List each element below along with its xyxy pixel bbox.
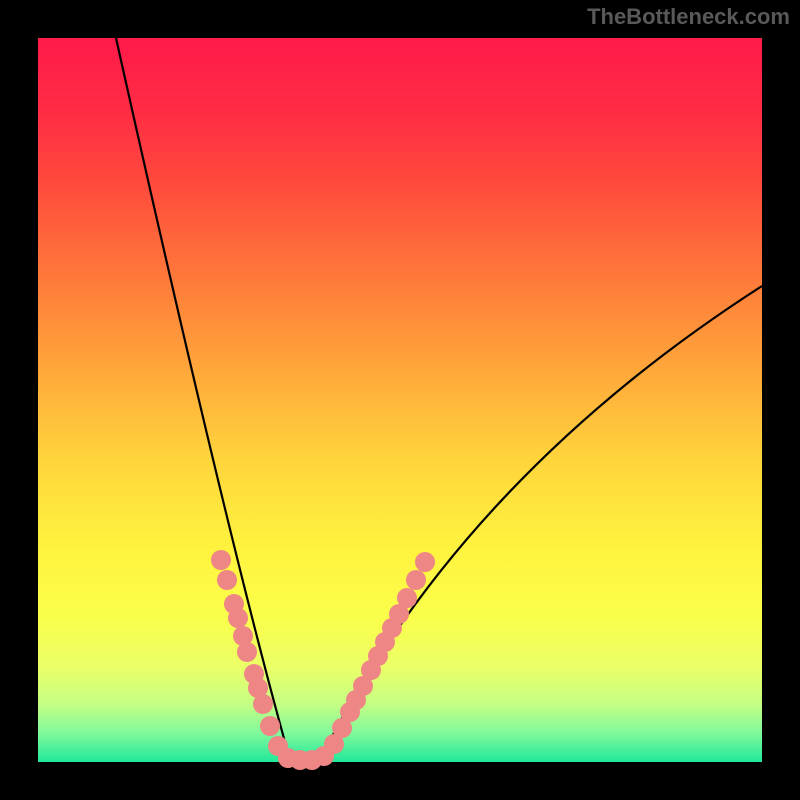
marker-dot <box>260 716 280 736</box>
marker-dot <box>211 550 231 570</box>
plot-background <box>38 38 762 762</box>
chart-svg <box>0 0 800 800</box>
marker-dot <box>237 642 257 662</box>
marker-dot <box>415 552 435 572</box>
marker-dot <box>397 588 417 608</box>
marker-dot <box>253 694 273 714</box>
watermark-text: TheBottleneck.com <box>587 4 790 30</box>
marker-dot <box>406 570 426 590</box>
canvas: TheBottleneck.com <box>0 0 800 800</box>
marker-dot <box>217 570 237 590</box>
marker-dot <box>228 608 248 628</box>
